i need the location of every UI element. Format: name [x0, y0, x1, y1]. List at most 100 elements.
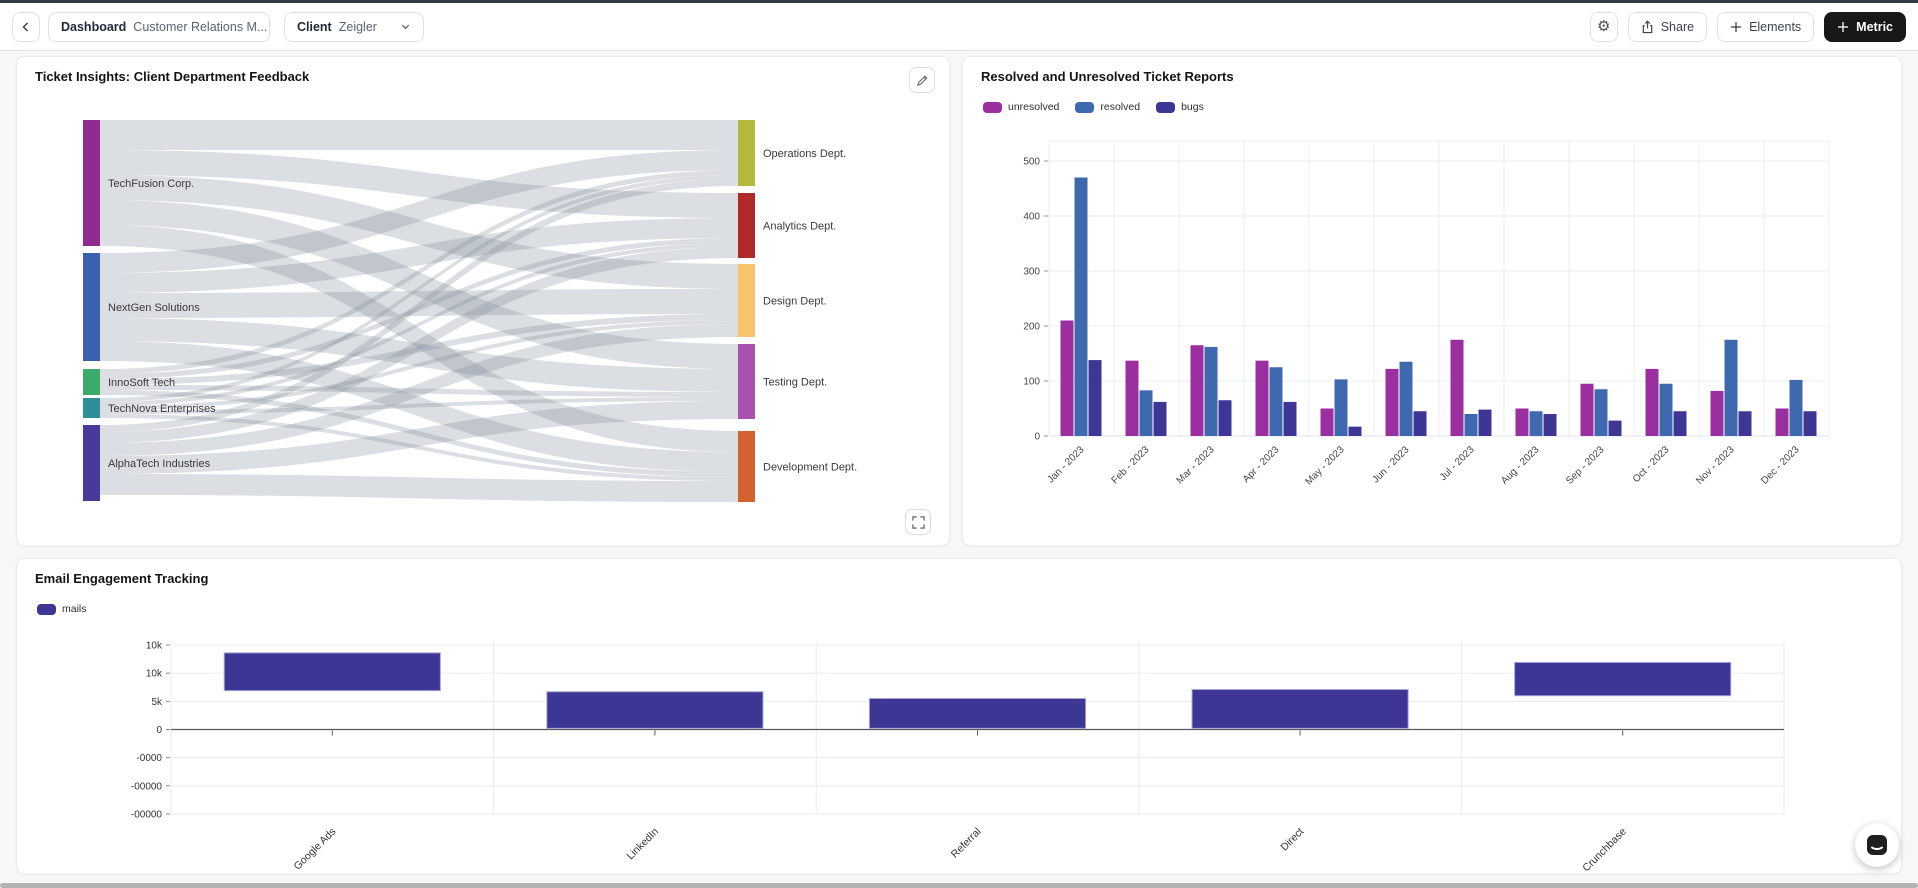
- legend-swatch: [1075, 101, 1095, 113]
- bar-unresolved: [1515, 408, 1529, 436]
- x-tick-label: Jun - 2023: [1370, 444, 1412, 486]
- tickets-legend: unresolved resolved bugs: [983, 101, 1204, 113]
- email-legend: mails: [37, 603, 87, 615]
- bar-resolved: [1594, 389, 1608, 436]
- legend-item[interactable]: bugs: [1156, 101, 1204, 113]
- sankey-link: [100, 320, 738, 410]
- legend-item[interactable]: mails: [37, 603, 87, 615]
- bar-mails: [1191, 689, 1409, 729]
- dashboard-select-value: Customer Relations M...: [133, 19, 268, 34]
- bar-mails: [223, 652, 441, 692]
- bar-bugs: [1543, 414, 1557, 436]
- card-title: Resolved and Unresolved Ticket Reports: [981, 69, 1234, 84]
- y-tick-label: -00000: [131, 781, 163, 792]
- bar-unresolved: [1385, 368, 1399, 436]
- elements-button[interactable]: Elements: [1717, 11, 1815, 42]
- bar-unresolved: [1255, 360, 1269, 436]
- sankey-node: [83, 425, 100, 501]
- sankey-link: [100, 150, 738, 218]
- sankey-node-label: Development Dept.: [763, 462, 857, 474]
- sankey-node-label: NextGen Solutions: [108, 302, 200, 314]
- horizontal-scrollbar[interactable]: [0, 883, 1918, 888]
- plus-icon: [1731, 21, 1742, 32]
- sankey-node: [738, 344, 755, 419]
- sankey-link: [100, 238, 738, 379]
- chevron-left-icon: [22, 21, 29, 32]
- y-tick-label: 300: [1023, 267, 1040, 278]
- chevron-down-icon: [401, 24, 410, 30]
- gear-icon: ⚙: [1596, 17, 1611, 35]
- share-button[interactable]: Share: [1627, 11, 1708, 42]
- x-tick-label: Direct: [1278, 826, 1306, 854]
- sankey-node-label: InnoSoft Tech: [108, 377, 175, 389]
- sankey-link: [100, 247, 738, 443]
- sankey-link: [100, 179, 738, 432]
- client-select-value: Zeigler: [338, 19, 377, 34]
- x-tick-label: Apr - 2023: [1241, 444, 1282, 485]
- sankey-link: [100, 243, 738, 406]
- metric-button-label: Metric: [1856, 19, 1893, 34]
- legend-item[interactable]: unresolved: [983, 101, 1059, 113]
- tickets-chart: 0 100 200 300 400 500 Jan - 2023 Feb - 2023 Mar …: [1023, 140, 1830, 487]
- back-button[interactable]: [12, 11, 40, 42]
- chat-icon: [1867, 835, 1887, 855]
- sankey-link: [100, 390, 738, 477]
- y-tick-label: 10k: [146, 641, 163, 652]
- legend-swatch: [37, 603, 56, 615]
- legend-swatch: [1156, 101, 1176, 113]
- sankey-link: [100, 385, 738, 397]
- y-tick-label: 400: [1023, 212, 1040, 223]
- sankey-node: [738, 120, 755, 186]
- bar-unresolved: [1580, 383, 1594, 436]
- sankey-link: [100, 150, 738, 273]
- sankey-node-label: Testing Dept.: [763, 377, 827, 389]
- edit-button[interactable]: [909, 67, 935, 93]
- legend-item[interactable]: resolved: [1075, 101, 1140, 113]
- share-button-label: Share: [1660, 19, 1695, 34]
- bar-unresolved: [1450, 339, 1464, 436]
- x-tick-label: Mar - 2023: [1175, 444, 1217, 486]
- x-tick-label: Crunchbase: [1580, 826, 1629, 875]
- email-card: Email Engagement Tracking mails 10k 10k 5k…: [16, 558, 1902, 874]
- bar-unresolved: [1190, 345, 1204, 436]
- metric-button[interactable]: Metric: [1824, 11, 1906, 42]
- y-tick-label: 500: [1023, 157, 1040, 168]
- expand-icon: [911, 515, 925, 529]
- dashboard-select[interactable]: Dashboard Customer Relations M...: [48, 11, 270, 42]
- sankey-link: [100, 324, 738, 456]
- sankey-link: [100, 414, 738, 481]
- sankey-node-label: Analytics Dept.: [763, 221, 836, 233]
- sankey-link: [100, 225, 738, 452]
- bar-bugs: [1673, 411, 1687, 436]
- x-tick-label: Jul - 2023: [1438, 444, 1477, 483]
- bar-bugs: [1738, 411, 1752, 436]
- bar-bugs: [1153, 401, 1167, 436]
- bar-resolved: [1529, 411, 1543, 436]
- x-tick-label: Aug - 2023: [1499, 444, 1542, 487]
- sankey-link: [100, 289, 738, 318]
- sankey-link: [100, 120, 738, 150]
- card-title: Ticket Insights: Client Department Feedb…: [35, 69, 310, 84]
- x-tick-label: Dec - 2023: [1759, 444, 1802, 487]
- bar-bugs: [1608, 420, 1622, 436]
- expand-button[interactable]: [905, 509, 931, 535]
- client-select[interactable]: Client Zeigler: [284, 11, 424, 42]
- sankey-link: [100, 401, 738, 474]
- x-tick-label: Sep - 2023: [1564, 444, 1607, 487]
- sankey-link: [100, 170, 738, 374]
- bar-unresolved: [1775, 408, 1789, 436]
- sankey-node-label: Design Dept.: [763, 296, 827, 308]
- pencil-icon: [916, 75, 927, 86]
- intercom-launcher[interactable]: [1855, 823, 1899, 867]
- sankey-node-label: TechNova Enterprises: [108, 403, 216, 415]
- bar-mails: [1514, 661, 1732, 697]
- y-tick-label: -00000: [131, 810, 163, 821]
- y-tick-label: 0: [156, 725, 162, 736]
- bar-resolved: [1789, 379, 1803, 436]
- y-tick-label: 200: [1023, 322, 1040, 333]
- bar-resolved: [1464, 414, 1478, 436]
- settings-button[interactable]: ⚙: [1589, 11, 1618, 42]
- bar-bugs: [1478, 409, 1492, 436]
- sankey-link: [100, 474, 738, 502]
- share-icon: [1642, 19, 1652, 33]
